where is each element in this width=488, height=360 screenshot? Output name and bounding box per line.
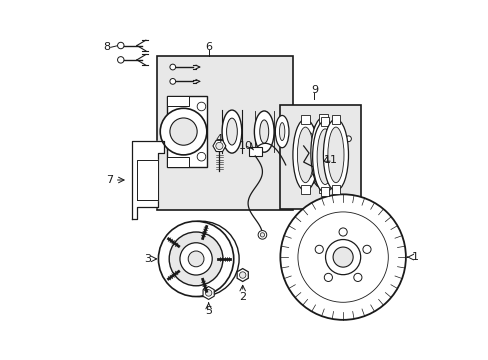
Text: 2: 2 xyxy=(239,292,246,302)
Circle shape xyxy=(324,273,332,282)
Circle shape xyxy=(215,142,223,149)
Ellipse shape xyxy=(294,123,319,187)
Text: 1: 1 xyxy=(410,252,418,262)
Circle shape xyxy=(197,152,205,161)
Text: 7: 7 xyxy=(106,175,113,185)
Ellipse shape xyxy=(323,119,348,191)
Ellipse shape xyxy=(317,129,333,184)
Bar xyxy=(301,116,309,125)
Circle shape xyxy=(169,78,175,84)
Ellipse shape xyxy=(222,110,241,153)
Ellipse shape xyxy=(275,116,288,148)
Circle shape xyxy=(332,247,352,267)
Polygon shape xyxy=(131,140,163,220)
Ellipse shape xyxy=(297,127,313,183)
Circle shape xyxy=(169,118,197,145)
Ellipse shape xyxy=(259,120,268,143)
Polygon shape xyxy=(137,160,158,200)
Bar xyxy=(301,185,309,194)
Bar xyxy=(167,96,188,107)
Bar xyxy=(331,116,340,125)
Ellipse shape xyxy=(298,131,315,179)
Circle shape xyxy=(169,64,175,70)
Bar xyxy=(248,147,261,156)
Circle shape xyxy=(169,232,223,286)
Circle shape xyxy=(260,233,264,237)
Bar xyxy=(320,187,329,196)
Circle shape xyxy=(117,57,124,63)
Ellipse shape xyxy=(315,125,331,181)
Text: 3: 3 xyxy=(144,254,151,264)
Circle shape xyxy=(117,42,124,49)
Bar xyxy=(320,117,329,126)
Bar xyxy=(319,114,327,123)
Ellipse shape xyxy=(310,117,335,189)
Text: 4: 4 xyxy=(215,134,223,144)
Ellipse shape xyxy=(226,118,237,145)
Circle shape xyxy=(180,243,212,275)
Circle shape xyxy=(345,136,351,141)
Circle shape xyxy=(305,220,380,295)
Bar xyxy=(331,185,340,194)
Text: 9: 9 xyxy=(310,85,317,95)
Ellipse shape xyxy=(312,131,327,179)
Circle shape xyxy=(188,251,203,267)
Text: 5: 5 xyxy=(205,306,212,316)
Text: 10: 10 xyxy=(239,141,253,151)
Bar xyxy=(167,157,188,167)
Circle shape xyxy=(315,245,323,253)
Circle shape xyxy=(205,290,211,296)
Bar xyxy=(167,96,206,167)
Ellipse shape xyxy=(312,121,337,193)
Ellipse shape xyxy=(308,123,331,187)
Circle shape xyxy=(319,163,327,172)
Circle shape xyxy=(297,212,387,302)
Ellipse shape xyxy=(254,111,274,152)
Circle shape xyxy=(338,228,346,236)
Circle shape xyxy=(163,221,239,297)
Circle shape xyxy=(160,108,206,155)
Circle shape xyxy=(280,194,405,320)
Bar xyxy=(319,184,327,193)
Circle shape xyxy=(158,221,233,297)
Circle shape xyxy=(239,272,245,278)
Ellipse shape xyxy=(292,119,317,191)
Circle shape xyxy=(197,102,205,111)
Circle shape xyxy=(325,239,360,275)
Text: 8: 8 xyxy=(102,42,110,52)
Circle shape xyxy=(362,245,370,253)
Bar xyxy=(156,56,292,211)
Circle shape xyxy=(258,230,266,239)
Bar xyxy=(280,105,360,209)
Text: 11: 11 xyxy=(323,155,337,165)
Circle shape xyxy=(353,273,361,282)
Text: 6: 6 xyxy=(205,42,212,52)
Ellipse shape xyxy=(279,123,285,140)
Ellipse shape xyxy=(327,127,344,183)
